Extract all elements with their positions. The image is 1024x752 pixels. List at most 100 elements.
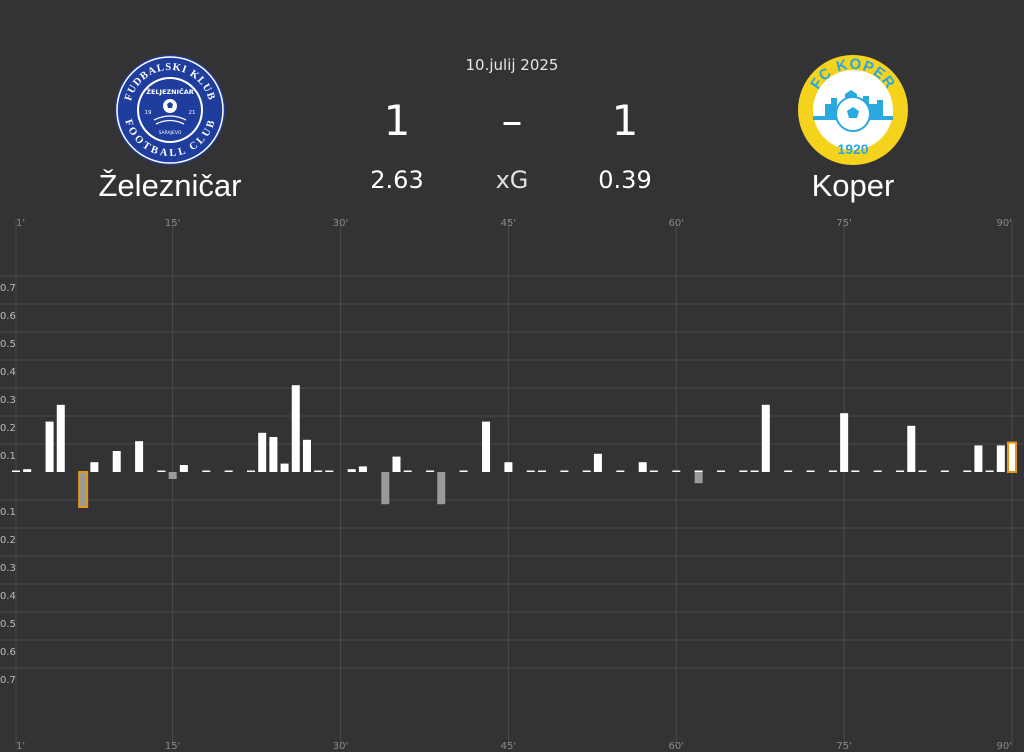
x-tick-label-top: 75': [836, 218, 851, 229]
home-xg-bar: [314, 470, 323, 472]
home-xg-bar: [179, 465, 188, 472]
home-xg-bar: [828, 470, 837, 472]
home-xg-bar: [23, 469, 32, 472]
home-xg-bar: [918, 470, 927, 472]
x-tick-label-top: 30': [333, 218, 348, 229]
home-xg-bar: [873, 470, 882, 472]
away-team-name: Koper: [811, 168, 895, 203]
home-xg-bar: [202, 470, 211, 472]
home-xg-bar: [649, 470, 658, 472]
home-xg-bar: [291, 385, 300, 472]
home-xg-bar: [616, 470, 625, 472]
away-goal-bar: [78, 471, 89, 508]
xg-label: xG: [495, 166, 529, 194]
home-xg-bar: [358, 466, 367, 472]
x-tick-label-top: 60': [669, 218, 684, 229]
home-xg-bar: [45, 421, 54, 472]
home-xg-bar: [896, 470, 905, 472]
home-xg-bar: [761, 404, 770, 472]
y-tick-label: 0.5: [0, 339, 16, 350]
crest-city: SARAJEVO: [159, 130, 182, 136]
score-separator: –: [501, 96, 523, 145]
koper-crest: FC KOPER 1920: [798, 55, 908, 165]
home-xg-bar: [112, 451, 121, 472]
y-tick-label: 0.4: [0, 367, 16, 378]
y-tick-label: 0.5: [0, 619, 16, 630]
y-tick-label: 0.7: [0, 675, 16, 686]
home-xg-bar: [940, 470, 949, 472]
x-tick-label-top: 45': [501, 218, 516, 229]
home-xg-bar: [56, 404, 65, 472]
home-goal-bar: [1007, 441, 1017, 474]
home-xg-bar: [672, 470, 681, 472]
home-xg-bar: [302, 439, 311, 472]
crest-year-left: 19: [145, 110, 152, 116]
xg-timeline-chart: 0.7 0.6 0.5 0.4 0.3 0.2 0.1 0.1 0.2 0.3 0.4 0.5 0.6 0…: [0, 218, 1024, 752]
home-xg-bar: [459, 470, 468, 472]
y-tick-label: 0.7: [0, 283, 16, 294]
home-xg-bar: [504, 462, 513, 472]
home-xg-bar: [985, 470, 994, 472]
y-tick-label: 0.6: [0, 311, 16, 322]
home-xg-bar: [560, 470, 569, 472]
zeljeznicar-crest: FUDBALSKI KLUB FOOTBALL CLUB ŽELJEZNIČAR…: [115, 55, 225, 165]
home-xg-bar: [851, 470, 860, 472]
home-xg-bar: [12, 470, 20, 472]
home-xg-bar: [537, 470, 546, 472]
home-xg-bar: [806, 470, 815, 472]
away-xg-bar: [437, 472, 446, 505]
home-xg-bar: [974, 445, 983, 472]
home-xg-bar: [593, 453, 602, 472]
home-xg-bar: [135, 441, 144, 472]
y-tick-label: 0.2: [0, 423, 16, 434]
away-xg-bar: [694, 472, 703, 484]
home-xg-bar: [426, 470, 435, 472]
home-xg: 2.63: [370, 166, 424, 194]
away-xg: 0.39: [598, 166, 652, 194]
away-xg-bar: [168, 472, 177, 479]
home-xg-bar: [280, 463, 289, 472]
home-xg-bar: [717, 470, 726, 472]
match-header: FUDBALSKI KLUB FOOTBALL CLUB ŽELJEZNIČAR…: [0, 0, 1024, 215]
x-tick-label-bottom: 15': [165, 741, 180, 752]
x-tick-label-bottom: 90': [997, 741, 1012, 752]
x-tick-label-bottom: 60': [669, 741, 684, 752]
away-xg-bar: [381, 472, 390, 505]
home-xg-bar: [90, 462, 99, 472]
home-xg-bar: [907, 425, 916, 472]
home-xg-bar: [784, 470, 793, 472]
home-xg-bar: [347, 469, 356, 472]
x-tick-label-bottom: 30': [333, 741, 348, 752]
home-xg-bar: [269, 437, 278, 472]
home-xg-bar: [157, 470, 166, 472]
x-tick-label-top: 15': [165, 218, 180, 229]
home-xg-bar: [963, 470, 972, 472]
home-xg-bar: [694, 470, 703, 472]
home-xg-bar: [258, 432, 267, 472]
y-tick-label: 0.1: [0, 507, 16, 518]
home-xg-bar: [996, 445, 1005, 472]
y-tick-label: 0.3: [0, 395, 16, 406]
home-xg-bar: [325, 470, 334, 472]
crest-inner-text: ŽELJEZNIČAR: [146, 87, 194, 96]
home-xg-bar: [840, 413, 849, 472]
x-tick-label-top: 1': [16, 218, 25, 229]
crest-year: 1920: [837, 141, 868, 157]
home-xg-bar: [224, 470, 233, 472]
y-tick-label: 0.3: [0, 563, 16, 574]
y-tick-label: 0.1: [0, 451, 16, 462]
y-tick-label: 0.6: [0, 647, 16, 658]
home-xg-bar: [247, 470, 256, 472]
home-xg-bar: [526, 470, 535, 472]
home-xg-bar: [482, 421, 491, 472]
away-score: 1: [611, 96, 639, 145]
y-tick-label: 0.4: [0, 591, 16, 602]
x-tick-label-bottom: 45': [501, 741, 516, 752]
match-date: 10.julij 2025: [465, 56, 559, 74]
x-tick-label-top: 90': [997, 218, 1012, 229]
home-xg-bar: [739, 470, 748, 472]
x-tick-label-bottom: 75': [836, 741, 851, 752]
home-score: 1: [383, 96, 411, 145]
home-xg-bar: [392, 456, 401, 472]
crest-year-right: 21: [189, 110, 196, 116]
